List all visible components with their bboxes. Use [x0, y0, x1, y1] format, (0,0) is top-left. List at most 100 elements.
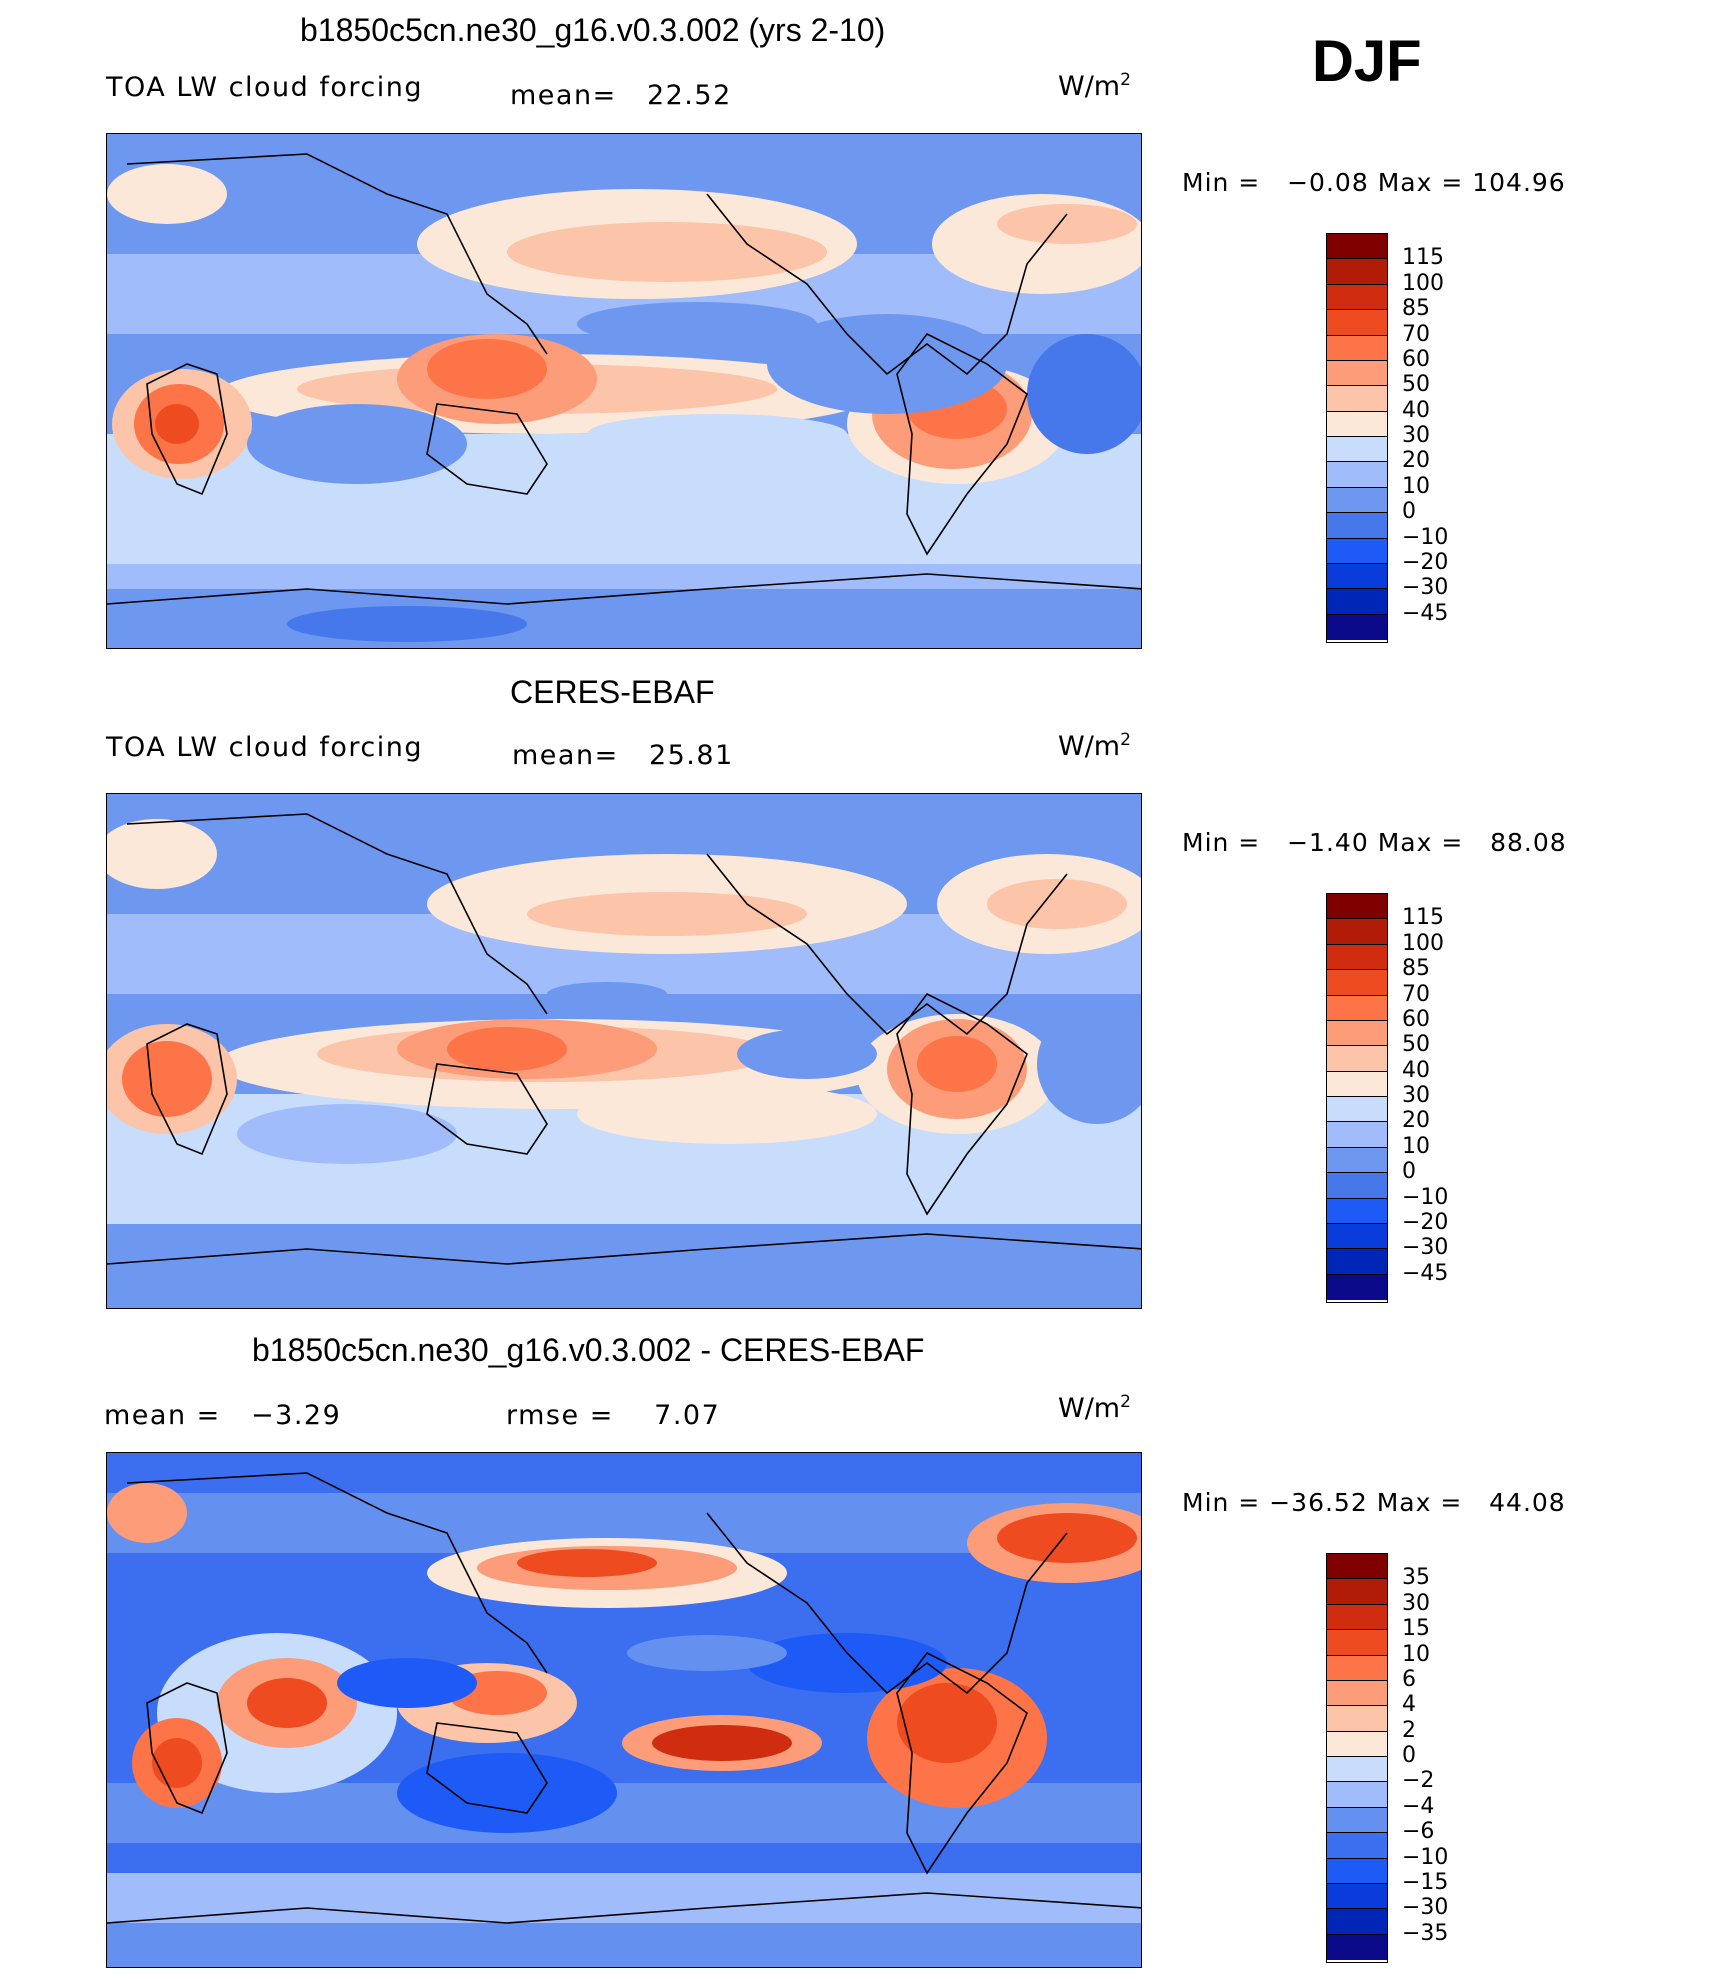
- colorbar-tick-label: 15: [1402, 1616, 1430, 1642]
- colorbar-tick-label: −30: [1402, 1235, 1449, 1261]
- colorbar-swatch: [1327, 1274, 1387, 1300]
- colorbar-swatch: [1327, 1782, 1387, 1808]
- colorbar-tick-label: −6: [1402, 1819, 1435, 1845]
- colorbar-swatch: [1327, 1655, 1387, 1681]
- colorbar-swatch: [1327, 1046, 1387, 1072]
- colorbar-tick-label: −10: [1402, 1844, 1449, 1870]
- panel1-mean-label: mean= 22.52: [510, 80, 732, 111]
- colorbar-swatch: [1327, 259, 1387, 285]
- colorbar-tick-label: 60: [1402, 1006, 1430, 1032]
- colorbar-tick-label: −15: [1402, 1869, 1449, 1895]
- panel3-title: b1850c5cn.ne30_g16.v0.3.002 - CERES-EBAF: [252, 1332, 925, 1368]
- colorbar-swatch: [1327, 1731, 1387, 1757]
- colorbar-swatch: [1327, 1020, 1387, 1047]
- colorbar-tick-label: 0: [1402, 1159, 1416, 1185]
- colorbar-swatch: [1327, 1198, 1387, 1224]
- colorbar-swatch: [1327, 310, 1387, 336]
- colorbar-tick-label: 10: [1402, 1641, 1430, 1667]
- colorbar-swatch: [1327, 1249, 1387, 1275]
- panel3-min-value: −36.52: [1269, 1488, 1368, 1517]
- colorbar-swatch: [1327, 1554, 1387, 1580]
- colorbar-tick-label: 6: [1402, 1666, 1416, 1692]
- panel2-colorbar: [1326, 893, 1388, 1303]
- colorbar-tick-label: 4: [1402, 1692, 1416, 1718]
- colorbar-swatch: [1327, 284, 1387, 311]
- colorbar-swatch: [1327, 1604, 1387, 1631]
- colorbar-tick-label: 35: [1402, 1565, 1430, 1591]
- colorbar-swatch: [1327, 1122, 1387, 1148]
- colorbar-swatch: [1327, 1630, 1387, 1656]
- colorbar-tick-label: 70: [1402, 981, 1430, 1007]
- colorbar-swatch: [1327, 360, 1387, 387]
- colorbar-swatch: [1327, 1173, 1387, 1199]
- colorbar-tick-label: 85: [1402, 296, 1430, 322]
- colorbar-swatch: [1327, 614, 1387, 640]
- colorbar-tick-label: 85: [1402, 956, 1430, 982]
- panel3-mean-label: mean = −3.29: [104, 1400, 342, 1431]
- colorbar-swatch: [1327, 995, 1387, 1021]
- colorbar-swatch: [1327, 1807, 1387, 1834]
- colorbar-tick-label: −2: [1402, 1768, 1435, 1794]
- colorbar-tick-label: −30: [1402, 1895, 1449, 1921]
- panel2-title: CERES-EBAF: [510, 674, 715, 710]
- colorbar-swatch: [1327, 1909, 1387, 1935]
- colorbar-tick-label: 10: [1402, 473, 1430, 499]
- colorbar-tick-label: 60: [1402, 346, 1430, 372]
- panel3-rmse-label: rmse = 7.07: [506, 1400, 721, 1431]
- colorbar-tick-label: −45: [1402, 1260, 1449, 1286]
- panel1-max-value: 104.96: [1472, 168, 1566, 197]
- panel3-rmse-value: 7.07: [654, 1400, 721, 1431]
- colorbar-tick-label: 30: [1402, 1590, 1430, 1616]
- panel1-colorbar: [1326, 233, 1388, 643]
- colorbar-swatch: [1327, 234, 1387, 260]
- colorbar-tick-label: 115: [1402, 905, 1444, 931]
- season-label: DJF: [1312, 29, 1422, 94]
- panel2-minmax: Min = −1.40 Max = 88.08: [1182, 828, 1567, 857]
- colorbar-swatch: [1327, 1858, 1387, 1884]
- colorbar-tick-label: 10: [1402, 1133, 1430, 1159]
- panel1-variable-label: TOA LW cloud forcing: [106, 72, 423, 103]
- colorbar-swatch: [1327, 589, 1387, 615]
- colorbar-swatch: [1327, 1071, 1387, 1097]
- colorbar-swatch: [1327, 437, 1387, 463]
- panel2-map: [106, 793, 1142, 1309]
- colorbar-swatch: [1327, 1579, 1387, 1605]
- colorbar-swatch: [1327, 1680, 1387, 1707]
- colorbar-swatch: [1327, 538, 1387, 564]
- colorbar-swatch: [1327, 386, 1387, 412]
- panel3-max-value: 44.08: [1489, 1488, 1566, 1517]
- colorbar-swatch: [1327, 411, 1387, 437]
- panel3-colorbar: [1326, 1553, 1388, 1963]
- colorbar-tick-label: −20: [1402, 549, 1449, 575]
- colorbar-swatch: [1327, 970, 1387, 996]
- colorbar-swatch: [1327, 1223, 1387, 1250]
- colorbar-swatch: [1327, 1097, 1387, 1123]
- panel2-mean-value: 25.81: [648, 740, 734, 771]
- colorbar-swatch: [1327, 1706, 1387, 1732]
- colorbar-tick-label: −10: [1402, 1184, 1449, 1210]
- colorbar-swatch: [1327, 1757, 1387, 1783]
- colorbar-tick-label: 40: [1402, 1057, 1430, 1083]
- colorbar-tick-label: 50: [1402, 372, 1430, 398]
- panel2-variable-label: TOA LW cloud forcing: [106, 732, 423, 763]
- colorbar-swatch: [1327, 1934, 1387, 1960]
- colorbar-swatch: [1327, 919, 1387, 945]
- colorbar-swatch: [1327, 894, 1387, 920]
- colorbar-swatch: [1327, 1883, 1387, 1910]
- colorbar-tick-label: −45: [1402, 600, 1449, 626]
- colorbar-tick-label: 40: [1402, 397, 1430, 423]
- panel1-min-value: −0.08: [1287, 168, 1369, 197]
- colorbar-tick-label: 0: [1402, 1743, 1416, 1768]
- colorbar-tick-label: 30: [1402, 423, 1430, 448]
- colorbar-tick-label: −10: [1402, 524, 1449, 550]
- colorbar-tick-label: 50: [1402, 1032, 1430, 1058]
- colorbar-tick-label: −35: [1402, 1920, 1449, 1946]
- panel2-max-value: 88.08: [1490, 828, 1567, 857]
- panel1-minmax: Min = −0.08 Max = 104.96: [1182, 168, 1566, 197]
- colorbar-tick-label: 2: [1402, 1717, 1416, 1743]
- colorbar-tick-label: −30: [1402, 575, 1449, 601]
- panel2-mean-label: mean= 25.81: [512, 740, 734, 771]
- colorbar-tick-label: 20: [1402, 1108, 1430, 1134]
- colorbar-tick-label: 30: [1402, 1083, 1430, 1108]
- panel3-map: [106, 1452, 1142, 1968]
